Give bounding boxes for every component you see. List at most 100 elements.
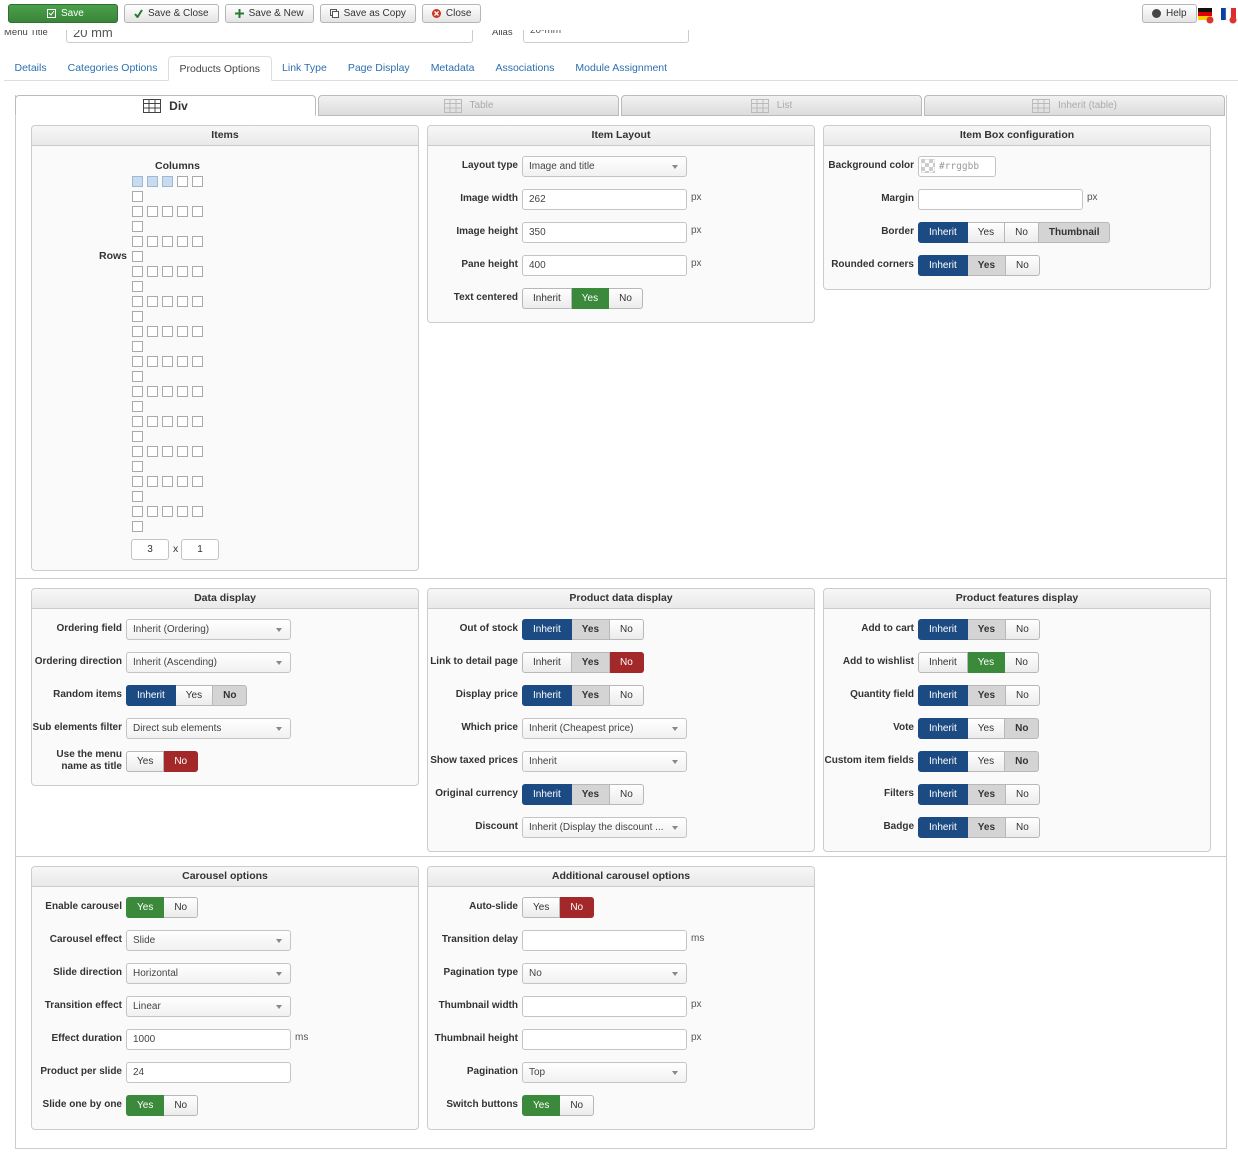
toolbar-button[interactable]: Save [8, 4, 118, 23]
grid-cell[interactable] [192, 206, 203, 217]
layout-tab[interactable]: Div [15, 95, 316, 116]
grid-cell[interactable] [177, 386, 188, 397]
grid-cell[interactable] [177, 356, 188, 367]
grid-cell[interactable] [162, 386, 173, 397]
grid-cell[interactable] [147, 206, 158, 217]
toggle-option[interactable]: Inherit [522, 651, 572, 673]
select[interactable]: Direct sub elements [126, 717, 291, 739]
toggle-option[interactable]: No [1006, 684, 1040, 706]
row-cell[interactable] [132, 371, 143, 382]
toggle-option[interactable]: No [164, 1094, 199, 1116]
color-input[interactable]: #rrggbb [918, 155, 996, 177]
text-input[interactable]: 350 [522, 221, 687, 243]
toggle-option[interactable]: No [1005, 717, 1040, 739]
toggle-option[interactable]: Yes [967, 254, 1007, 276]
toggle-option[interactable]: No [1006, 254, 1040, 276]
grid-cell[interactable] [147, 326, 158, 337]
text-input[interactable] [522, 929, 687, 951]
row-cell[interactable] [132, 191, 143, 202]
select[interactable]: Horizontal [126, 962, 291, 984]
grid-cell[interactable] [132, 176, 143, 187]
layout-tab[interactable]: Table [318, 95, 619, 116]
toggle-option[interactable]: No [560, 896, 595, 918]
grid-cell[interactable] [162, 236, 173, 247]
text-input[interactable]: 262 [522, 188, 687, 210]
select[interactable]: No [522, 962, 687, 984]
row-cell[interactable] [132, 311, 143, 322]
tab[interactable]: Details [14, 62, 47, 74]
toggle-option[interactable]: No [610, 618, 644, 640]
grid-cell[interactable] [147, 506, 158, 517]
toggle-option[interactable]: Inherit [918, 254, 968, 276]
grid-cell[interactable] [192, 386, 203, 397]
tab[interactable]: Associations [495, 62, 555, 74]
toggle-option[interactable]: Yes [571, 651, 611, 673]
tab[interactable]: Page Display [347, 62, 410, 74]
toolbar-button[interactable]: Save as Copy [319, 4, 416, 23]
grid-cell[interactable] [192, 446, 203, 457]
toggle-option[interactable]: Yes [522, 896, 561, 918]
grid-cell[interactable] [177, 446, 188, 457]
toggle-option[interactable]: Inherit [918, 618, 968, 640]
row-cell[interactable] [132, 251, 143, 262]
toolbar-button[interactable]: Close [421, 4, 482, 23]
toggle-option[interactable]: Inherit [918, 221, 968, 243]
grid-cell[interactable] [177, 506, 188, 517]
row-cell[interactable] [132, 461, 143, 472]
grid-cell[interactable] [162, 446, 173, 457]
toggle-option[interactable]: No [560, 1094, 595, 1116]
row-cell[interactable] [132, 221, 143, 232]
grid-cell[interactable] [192, 506, 203, 517]
text-input[interactable]: 400 [522, 254, 687, 276]
toggle-option[interactable]: Inherit [522, 287, 572, 309]
row-cell[interactable] [132, 281, 143, 292]
grid-cell[interactable] [132, 296, 143, 307]
toolbar-button[interactable]: Save & Close [124, 4, 219, 23]
select[interactable]: Linear [126, 995, 291, 1017]
row-cell[interactable] [132, 431, 143, 442]
tab[interactable]: Metadata [430, 62, 475, 74]
grid-cell[interactable] [162, 206, 173, 217]
grid-cell[interactable] [177, 416, 188, 427]
grid-cell[interactable] [162, 326, 173, 337]
toggle-option[interactable]: Yes [967, 717, 1006, 739]
tab[interactable]: Link Type [282, 62, 327, 74]
rows-input[interactable]: 1 [181, 539, 219, 560]
text-input[interactable] [918, 188, 1083, 210]
toggle-option[interactable]: Yes [175, 684, 214, 706]
row-cell[interactable] [132, 401, 143, 412]
toggle-option[interactable]: Yes [571, 684, 611, 706]
toolbar-button[interactable]: Save & New [224, 4, 314, 23]
text-input[interactable]: 24 [126, 1061, 291, 1083]
grid-cell[interactable] [162, 356, 173, 367]
grid-cell[interactable] [147, 236, 158, 247]
text-input[interactable]: 1000 [126, 1028, 291, 1050]
select[interactable]: Inherit (Display the discount ... [522, 816, 687, 838]
grid-cell[interactable] [192, 266, 203, 277]
grid-cell[interactable] [192, 326, 203, 337]
grid-cell[interactable] [147, 296, 158, 307]
tab[interactable]: Products Options [168, 56, 272, 81]
toggle-option[interactable]: Yes [571, 618, 611, 640]
toggle-option[interactable]: No [609, 287, 643, 309]
toggle-option[interactable]: Yes [967, 816, 1007, 838]
toggle-option[interactable]: No [1005, 750, 1040, 772]
grid-cell[interactable] [132, 506, 143, 517]
grid-cell[interactable] [192, 356, 203, 367]
toggle-option[interactable]: Inherit [918, 783, 968, 805]
row-cell[interactable] [132, 491, 143, 502]
grid-cell[interactable] [147, 476, 158, 487]
grid-cell[interactable] [177, 206, 188, 217]
grid-cell[interactable] [132, 446, 143, 457]
select[interactable]: Top [522, 1061, 687, 1083]
toggle-option[interactable]: Inherit [918, 717, 968, 739]
toggle-option[interactable]: Inherit [522, 618, 572, 640]
toggle-option[interactable]: Yes [967, 684, 1007, 706]
grid-cell[interactable] [162, 506, 173, 517]
grid-cell[interactable] [162, 176, 173, 187]
grid-cell[interactable] [147, 386, 158, 397]
grid-cell[interactable] [177, 236, 188, 247]
toggle-option[interactable]: Inherit [918, 684, 968, 706]
grid-cell[interactable] [132, 356, 143, 367]
toggle-option[interactable]: No [1006, 783, 1040, 805]
